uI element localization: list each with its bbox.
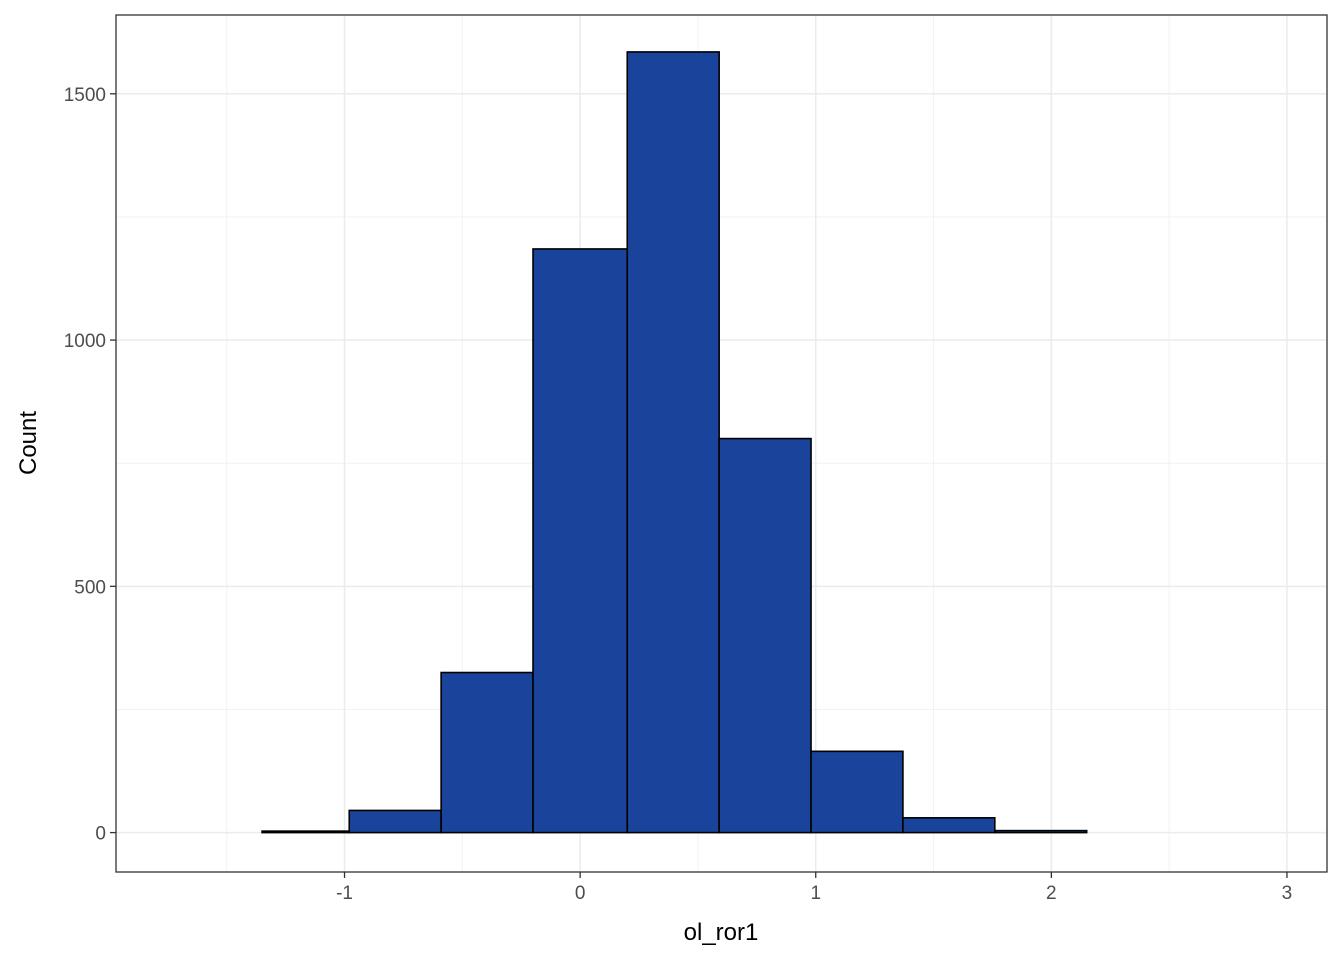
histogram-bar — [626, 51, 720, 834]
histogram-bar — [993, 829, 1088, 834]
y-tick-label: 0 — [95, 824, 106, 845]
y-tick-label: 1000 — [64, 331, 106, 352]
histogram-bar — [440, 671, 534, 834]
x-tick-label: 0 — [575, 883, 586, 904]
histogram-bar — [810, 750, 904, 834]
y-axis-title: Count — [15, 411, 42, 475]
x-tick-label: 3 — [1282, 883, 1293, 904]
y-axis-ticks: 0 500 1000 1500 — [64, 85, 116, 845]
x-axis-ticks: -1 0 1 2 3 — [336, 872, 1292, 904]
x-axis-title: ol_ror1 — [684, 919, 759, 946]
histogram-bar — [348, 809, 442, 834]
x-tick-label: 2 — [1046, 883, 1057, 904]
histogram-bar — [718, 437, 812, 834]
histogram-bar — [261, 830, 351, 834]
histogram-bars — [261, 51, 1088, 834]
y-tick-label: 500 — [74, 577, 106, 598]
x-tick-label: -1 — [336, 883, 353, 904]
y-tick-label: 1500 — [64, 85, 106, 106]
panel-border — [115, 14, 1328, 873]
histogram-bar — [532, 248, 629, 834]
histogram-bar — [902, 817, 996, 834]
x-tick-label: 1 — [810, 883, 821, 904]
